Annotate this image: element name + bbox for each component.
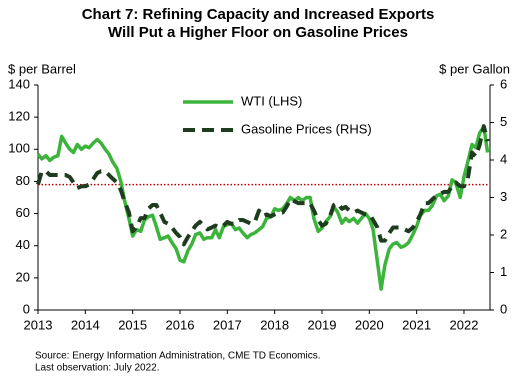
y-tick-label: 20 bbox=[16, 269, 30, 284]
x-tick-label: 2017 bbox=[213, 317, 242, 332]
source: Last observation: July 2022. bbox=[35, 363, 160, 374]
x-tick-label: 2015 bbox=[118, 317, 147, 332]
legend-label: WTI (LHS) bbox=[241, 93, 302, 108]
chart-title: Will Put a Higher Floor on Gasoline Pric… bbox=[108, 24, 408, 41]
x-tick-label: 2018 bbox=[260, 317, 289, 332]
y-axis-label: $ per Barrel bbox=[8, 61, 76, 76]
series-line bbox=[36, 125, 490, 291]
x-tick-label: 2016 bbox=[166, 317, 195, 332]
x-tick-label: 2019 bbox=[308, 317, 337, 332]
y2-tick-label: 0 bbox=[500, 301, 507, 316]
series-line bbox=[36, 124, 490, 247]
x-tick-label: 2022 bbox=[450, 317, 479, 332]
legend-label: Gasoline Prices (RHS) bbox=[241, 121, 372, 136]
y2-tick-label: 2 bbox=[500, 226, 507, 241]
y2-tick-label: 6 bbox=[500, 76, 507, 91]
y-tick-label: 120 bbox=[8, 109, 30, 124]
chart-title: Chart 7: Refining Capacity and Increased… bbox=[82, 6, 435, 23]
y-tick-label: 0 bbox=[23, 301, 30, 316]
y-tick-label: 100 bbox=[8, 141, 30, 156]
y2-tick-label: 3 bbox=[500, 189, 507, 204]
y2-tick-label: 5 bbox=[500, 114, 507, 129]
x-tick-label: 2014 bbox=[71, 317, 100, 332]
y2-axis-label: $ per Gallon bbox=[439, 61, 510, 76]
x-tick-label: 2020 bbox=[355, 317, 384, 332]
x-tick-label: 2021 bbox=[402, 317, 431, 332]
y-tick-label: 60 bbox=[16, 205, 30, 220]
y2-tick-label: 1 bbox=[500, 264, 507, 279]
source: Source: Energy Information Administratio… bbox=[35, 351, 320, 362]
y2-tick-label: 4 bbox=[500, 151, 507, 166]
y-tick-label: 80 bbox=[16, 173, 30, 188]
y-tick-label: 40 bbox=[16, 237, 30, 252]
y-tick-label: 140 bbox=[8, 76, 30, 91]
x-tick-label: 2013 bbox=[24, 317, 53, 332]
